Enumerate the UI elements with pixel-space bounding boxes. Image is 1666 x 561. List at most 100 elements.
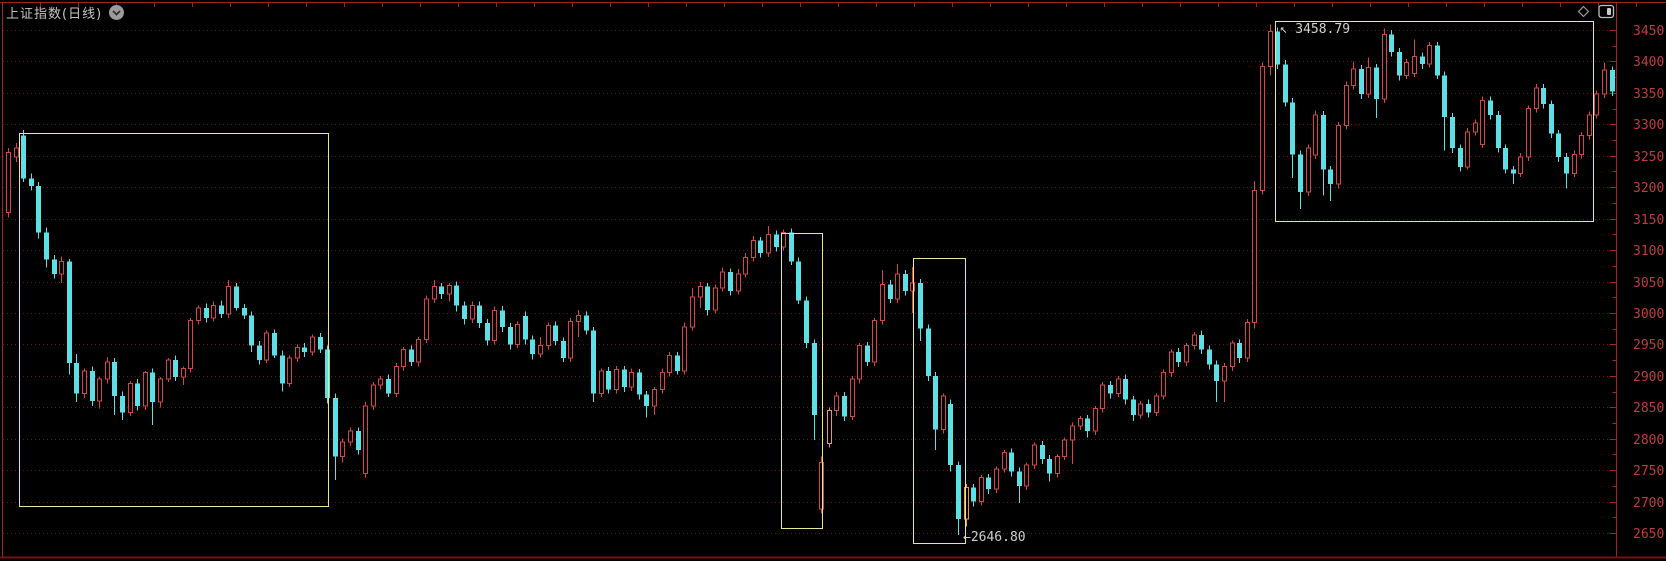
candle-body-up: [1268, 30, 1273, 67]
y-axis-label: 2900: [1633, 370, 1664, 385]
candle-body-up: [1572, 153, 1577, 174]
candle-body-down: [956, 465, 961, 520]
candle-body-up: [1534, 87, 1539, 110]
candle-body-up: [1062, 439, 1067, 457]
candle-body-up: [1024, 464, 1029, 487]
candle-body-down: [1146, 404, 1151, 413]
candle-body-down: [948, 404, 953, 466]
chart-toolbar: [1576, 4, 1615, 19]
candle-body-up: [781, 231, 786, 248]
candle-body-down: [1298, 154, 1303, 193]
candle-body-down: [1359, 68, 1364, 95]
candle-body-up: [1465, 131, 1470, 168]
diamond-icon[interactable]: [1576, 4, 1591, 19]
candle-body-up: [660, 372, 665, 391]
candle-body-up: [1518, 156, 1523, 174]
candle-body-down: [1435, 45, 1440, 76]
candle-body-up: [751, 240, 756, 259]
candle-body-down: [439, 286, 444, 295]
candle-body-down: [812, 343, 817, 415]
candle-body-up: [1412, 55, 1417, 74]
candle-body-up: [1230, 342, 1235, 367]
candle-body-down: [842, 395, 847, 417]
candle-body-down: [204, 307, 209, 318]
candle-body-down: [29, 178, 34, 186]
candle-body-up: [819, 462, 824, 510]
candle-body-up: [82, 370, 87, 394]
candle-body-up: [1093, 408, 1098, 432]
candle-body-up: [1078, 418, 1083, 427]
annotation-box-mid-drop1: [781, 233, 823, 529]
candle-body-up: [1344, 84, 1349, 127]
candle-body-up: [857, 345, 862, 380]
candle-body-down: [1328, 169, 1333, 185]
candle-body-up: [1252, 189, 1257, 323]
candle-body-up: [1070, 425, 1075, 441]
candle-body-down: [903, 273, 908, 291]
candle-body-up: [910, 282, 915, 292]
candle-body-up: [629, 372, 634, 388]
candle-body-down: [272, 333, 277, 356]
candle-body-up: [895, 273, 900, 300]
candle-body-up: [181, 367, 186, 378]
candle-body-up: [1427, 45, 1432, 65]
panel-toggle-icon[interactable]: [1598, 4, 1615, 19]
candle-body-down: [112, 361, 117, 396]
annotation-box-left: [19, 133, 329, 507]
candle-body-up: [850, 378, 855, 418]
candle-body-up: [1116, 378, 1121, 394]
candle-body-down: [36, 185, 41, 233]
candle-body-down: [644, 394, 649, 406]
candle-body-down: [622, 369, 627, 388]
candle-body-down: [1009, 452, 1014, 472]
candle-body-down: [561, 341, 566, 359]
candle-body-down: [1017, 471, 1022, 486]
candle-body-down: [774, 234, 779, 247]
candle-body-down: [508, 326, 513, 345]
y-axis-label: 2700: [1633, 496, 1664, 511]
candle-body-down: [1442, 75, 1447, 117]
candle-body-up: [378, 378, 383, 386]
candle-body-up: [340, 441, 345, 457]
candle-body-up: [1579, 135, 1584, 155]
candle-body-down: [1321, 114, 1326, 170]
y-axis-label: 3100: [1633, 244, 1664, 259]
candle-body-up: [538, 345, 543, 355]
candle-body-up: [310, 336, 315, 353]
candle-body-down: [1283, 64, 1288, 103]
candle-body-down: [1131, 399, 1136, 415]
candle-body-up: [264, 332, 269, 361]
candle-body-down: [257, 345, 262, 361]
candle-body-down: [1541, 87, 1546, 105]
candle-body-up: [447, 284, 452, 295]
candle-body-down: [333, 397, 338, 457]
annotation-box-top-right: [1275, 21, 1594, 222]
candle-body-down: [477, 305, 482, 323]
candle-body-up: [1587, 114, 1592, 137]
candle-body-up: [1161, 372, 1166, 397]
candle-body-down: [90, 370, 95, 401]
candle-body-down: [302, 347, 307, 352]
candle-body-up: [416, 338, 421, 363]
candle-body-down: [150, 372, 155, 403]
candle-body-up: [128, 382, 133, 413]
candle-body-down: [1290, 102, 1295, 155]
candle-body-down: [1450, 116, 1455, 149]
candle-body-down: [234, 286, 239, 308]
candle-body-up: [834, 395, 839, 411]
y-axis-label: 3250: [1633, 150, 1664, 165]
candle-body-up: [1366, 67, 1371, 95]
chevron-down-icon[interactable]: [109, 5, 125, 20]
candle-body-down: [591, 330, 596, 394]
candle-body-up: [1032, 444, 1037, 466]
candle-body-up: [698, 286, 703, 298]
candle-body-up: [713, 287, 718, 311]
candle-body-up: [743, 257, 748, 275]
candle-body-down: [1564, 157, 1569, 174]
y-axis-label: 3000: [1633, 307, 1664, 322]
candle-body-down: [1085, 418, 1090, 432]
candle-body-up: [1169, 351, 1174, 374]
candle-body-up: [1480, 99, 1485, 145]
